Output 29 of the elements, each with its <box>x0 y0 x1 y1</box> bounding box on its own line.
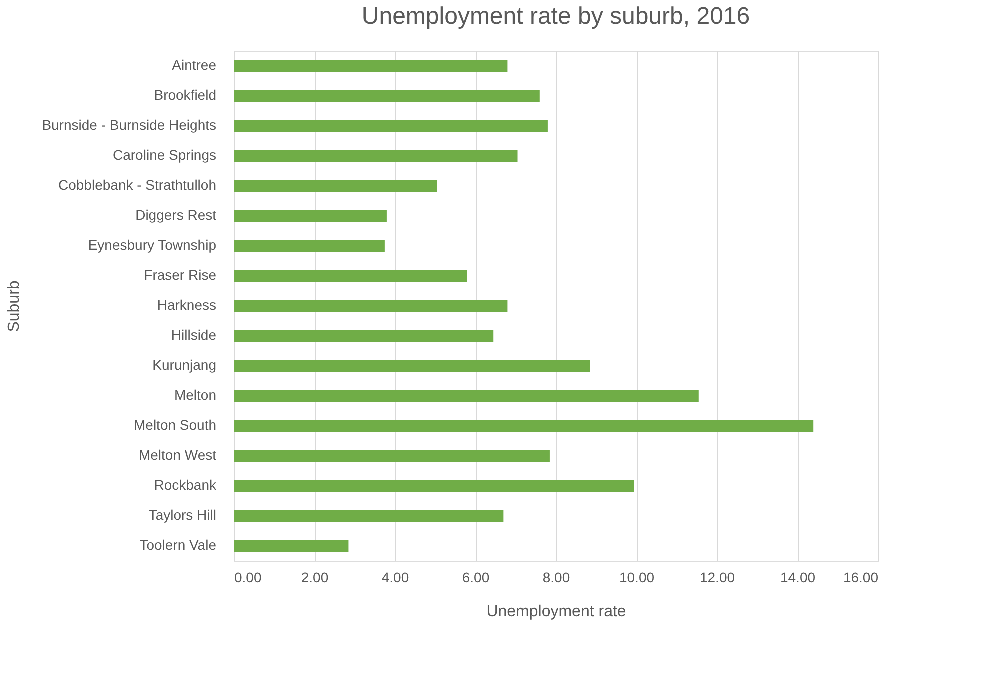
x-tick-label: 12.00 <box>700 570 736 586</box>
x-tick-label: 4.00 <box>382 570 410 586</box>
y-tick-label: Cobblebank - Strathtulloh <box>58 177 216 193</box>
x-tick-label: 16.00 <box>843 570 879 586</box>
y-tick-label: Harkness <box>157 297 216 313</box>
y-tick-label: Diggers Rest <box>136 207 217 223</box>
y-tick-label: Rockbank <box>154 477 218 493</box>
y-tick-label: Melton <box>174 387 216 403</box>
x-tick-label: 10.00 <box>619 570 655 586</box>
y-tick-label: Burnside - Burnside Heights <box>42 117 216 133</box>
x-tick-label: 8.00 <box>542 570 570 586</box>
y-tick-label: Hillside <box>171 327 217 343</box>
x-tick-label: 14.00 <box>780 570 816 586</box>
y-tick-label: Brookfield <box>154 87 216 103</box>
y-tick-label: Caroline Springs <box>113 147 216 163</box>
y-tick-label: Melton South <box>134 417 216 433</box>
x-axis-title: Unemployment rate <box>486 604 626 620</box>
chart-title: Unemployment rate by suburb, 2016 <box>362 3 750 30</box>
y-tick-label: Eynesbury Township <box>88 237 217 253</box>
y-tick-label: Toolern Vale <box>140 537 217 553</box>
x-tick-label: 0.00 <box>234 570 262 586</box>
y-tick-label: Melton West <box>138 447 217 463</box>
y-tick-label: Taylors Hill <box>148 507 216 523</box>
y-axis-title: Suburb <box>6 280 24 332</box>
y-tick-label: Kurunjang <box>152 357 216 373</box>
x-tick-label: 6.00 <box>462 570 490 586</box>
y-tick-label: Aintree <box>172 57 217 73</box>
y-tick-label: Fraser Rise <box>144 267 217 283</box>
x-tick-label: 2.00 <box>301 570 329 586</box>
